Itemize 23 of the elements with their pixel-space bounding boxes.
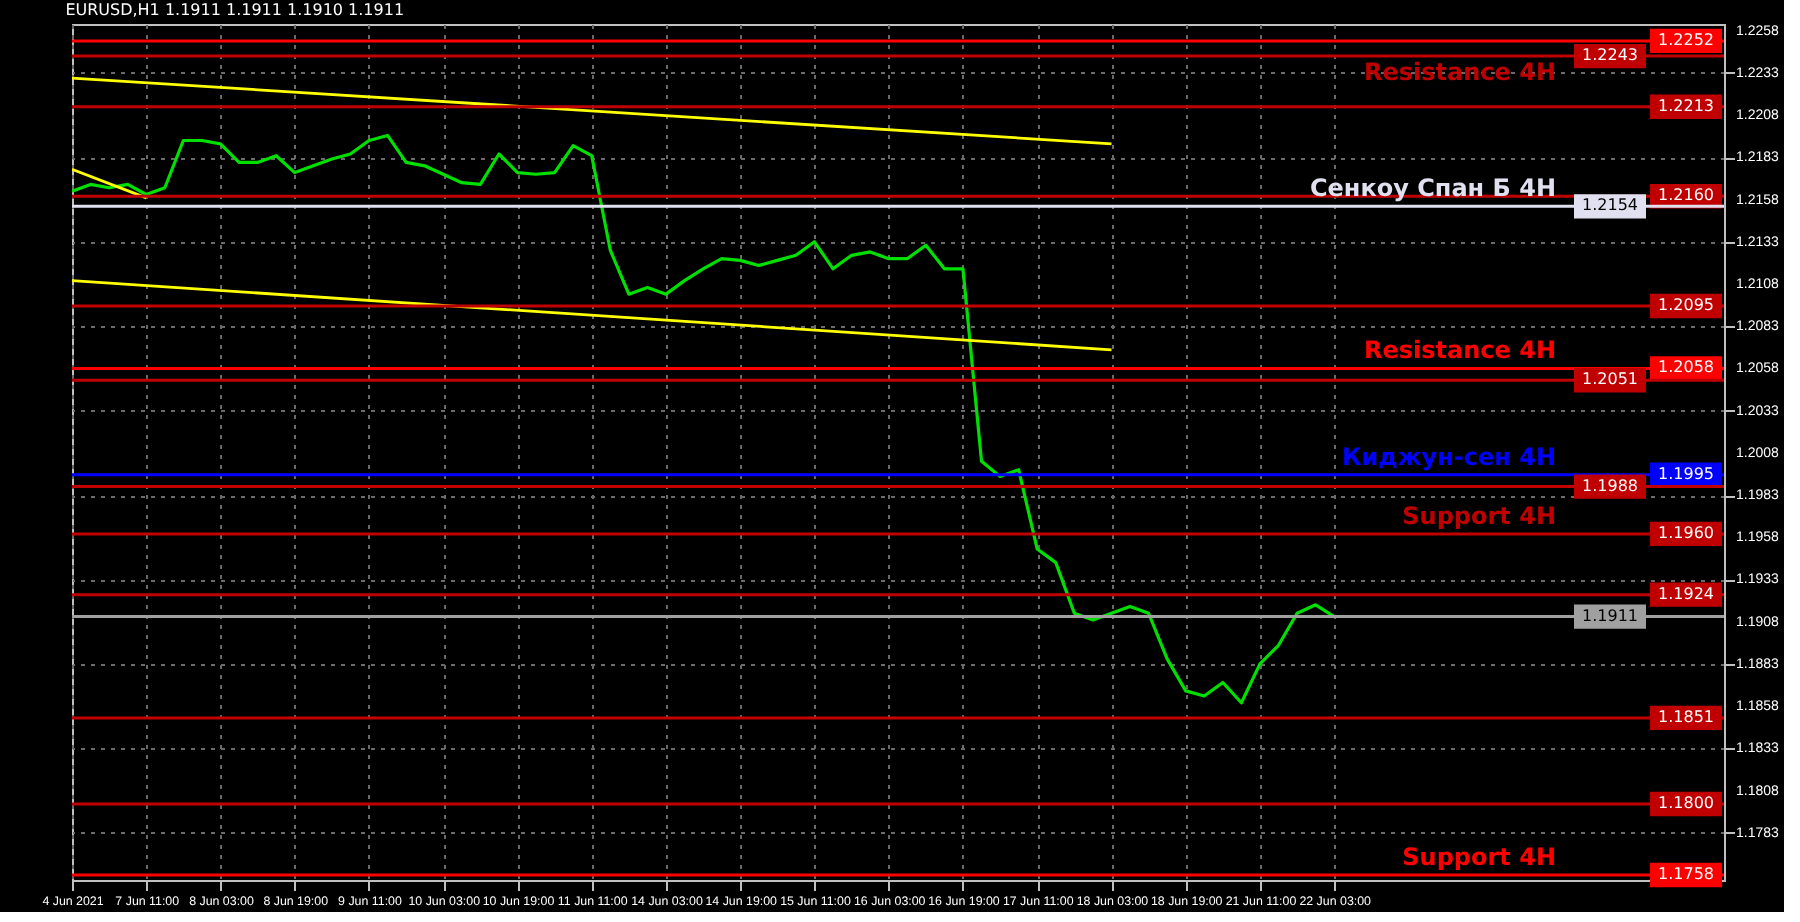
ref-line-label: 1.1851	[1658, 707, 1714, 726]
ref-line-label: 1.1988	[1582, 476, 1638, 495]
ref-line-label: 1.1995	[1658, 464, 1714, 483]
ref-line-label: 1.2154	[1582, 196, 1638, 215]
ref-line-label: 1.1924	[1658, 584, 1714, 603]
annotation: Resistance 4H	[1364, 58, 1556, 87]
ref-line-label: 1.2243	[1582, 46, 1638, 65]
ref-line-label: 1.1758	[1658, 864, 1714, 883]
ref-line-label: 1.2160	[1658, 186, 1714, 205]
annotation: Support 4H	[1402, 501, 1556, 530]
annotation: Сенкоу Спан Б 4H	[1309, 174, 1556, 203]
ref-line-label: 1.2051	[1582, 370, 1638, 389]
chart-title: EURUSD,H1 1.1911 1.1911 1.1910 1.1911	[65, 0, 405, 19]
ref-line-label: 1.1911	[1582, 606, 1638, 625]
ref-line-label: 1.2095	[1658, 295, 1714, 314]
annotation: Киджун-сен 4H	[1341, 442, 1556, 471]
ref-line-label: 1.2058	[1658, 358, 1714, 377]
ref-line-label: 1.2252	[1658, 30, 1714, 49]
ref-line-label: 1.2213	[1658, 96, 1714, 115]
annotation: Support 4H	[1402, 842, 1556, 871]
annotation: Resistance 4H	[1364, 336, 1556, 365]
ref-line-label: 1.1800	[1658, 794, 1714, 813]
ref-line-label: 1.1960	[1658, 523, 1714, 542]
